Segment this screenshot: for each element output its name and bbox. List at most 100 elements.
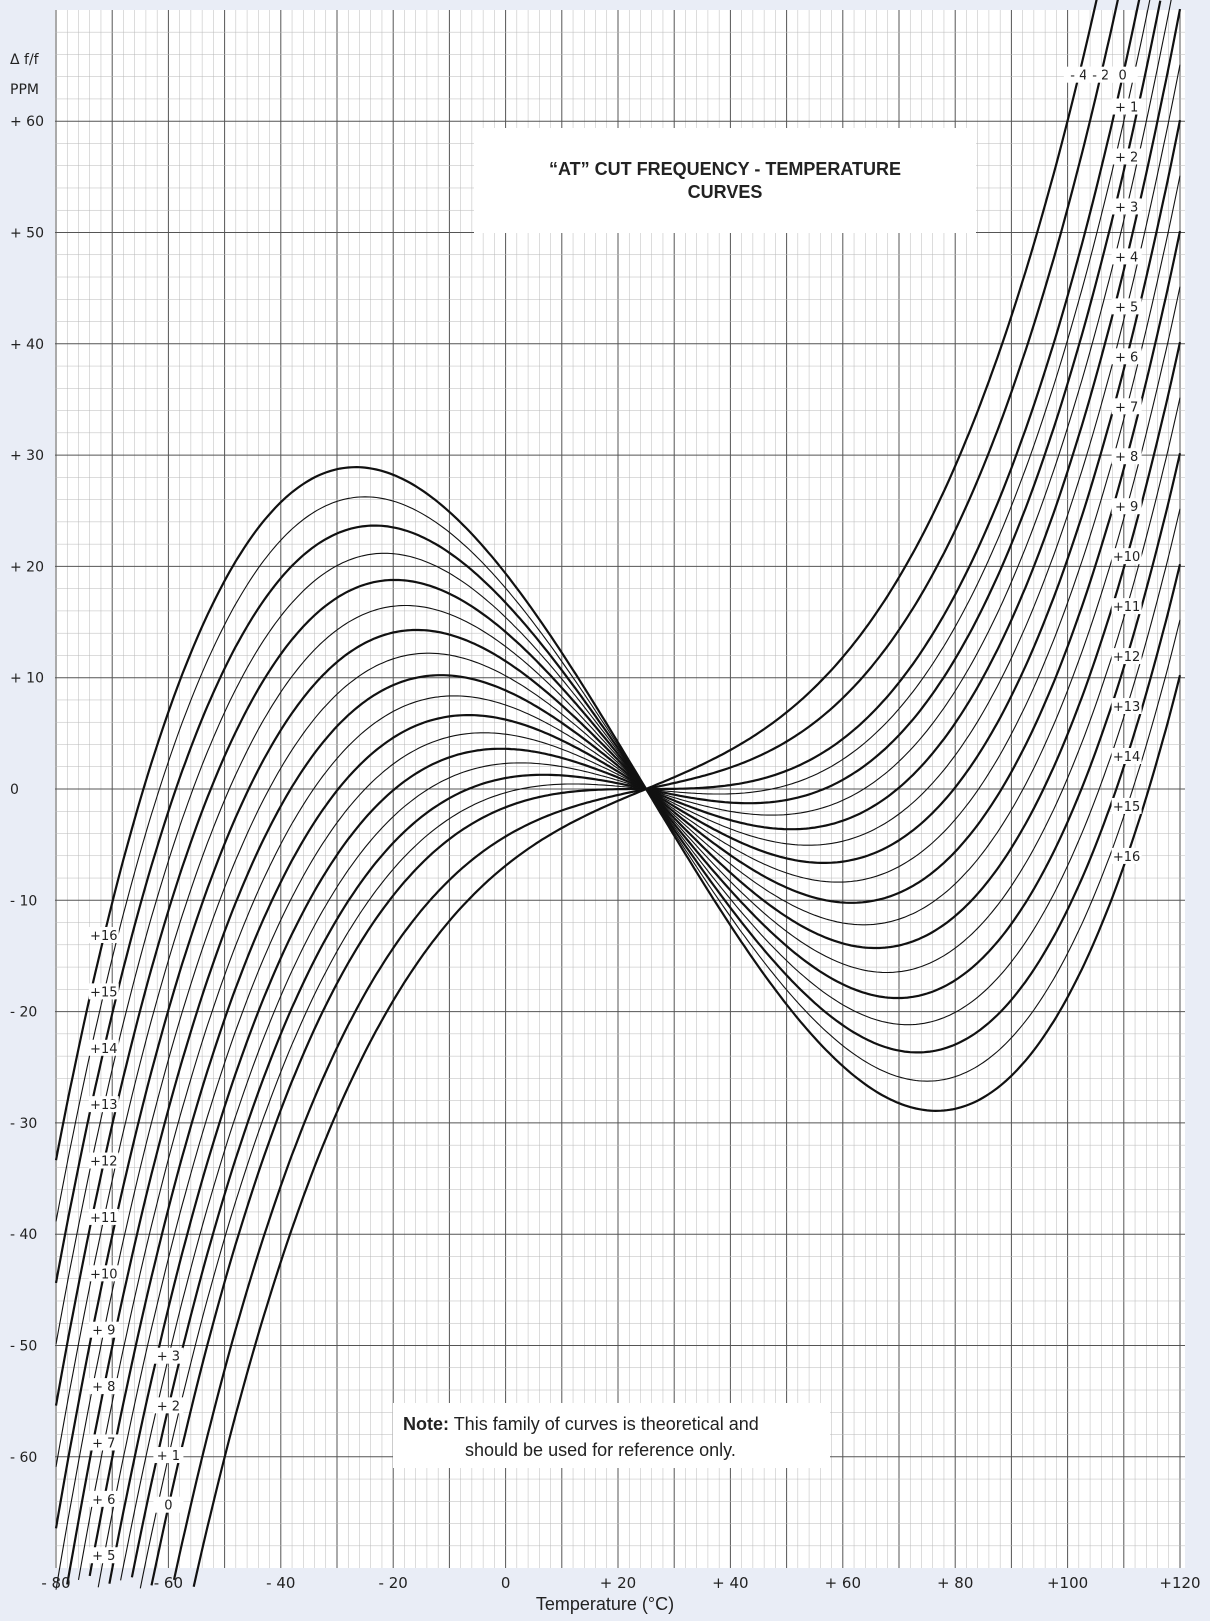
series-label-text: +16 xyxy=(90,929,117,944)
y-tick-label: - 30 xyxy=(10,1116,37,1132)
x-tick-label: - 40 xyxy=(266,1574,295,1592)
series-label-text: +12 xyxy=(90,1155,117,1170)
x-tick-label: - 80 xyxy=(41,1574,70,1592)
series-label-text: +13 xyxy=(1113,700,1140,715)
series-label-text: +14 xyxy=(90,1042,117,1057)
y-axis-label: Δ f/f xyxy=(10,52,40,68)
series-label-bg xyxy=(1111,747,1142,764)
series-label: +12 xyxy=(88,1152,119,1170)
series-label-text: + 7 xyxy=(92,1436,115,1451)
series-label-bg xyxy=(88,1152,119,1169)
series-line-12 xyxy=(54,341,1182,1529)
series-label-text: +15 xyxy=(1113,800,1140,815)
series-label-bg xyxy=(1111,498,1142,515)
series-label-text: +12 xyxy=(1113,650,1140,665)
y-axis-ticks: + 60 + 50 + 40 + 30 + 20 + 10 0 - 10 - 20 - 30 - 4… xyxy=(10,114,44,1466)
series-label: +12 xyxy=(1111,648,1142,665)
series-label: + 8 xyxy=(1111,448,1142,465)
series-label-bg xyxy=(1107,66,1138,83)
series-line-16 xyxy=(54,524,1182,1284)
series-label-bg xyxy=(88,1378,119,1395)
series-label-bg xyxy=(1111,398,1142,415)
curve-labels: - 4 - 2 0 0 + 1 + 1 + 2 + 2 + 3 + 3 + 4 + 5 + 5 + 6 + … xyxy=(88,66,1142,1564)
series-label-bg xyxy=(1111,298,1142,315)
series-label: + 8 xyxy=(88,1378,119,1395)
series-label-text: 0 xyxy=(164,1499,172,1514)
series-label-bg xyxy=(1111,198,1142,215)
y-axis-unit: PPM xyxy=(10,82,39,98)
series-label-bg xyxy=(88,1490,119,1507)
y-tick-label: - 20 xyxy=(10,1005,37,1021)
series-label-bg xyxy=(88,1434,119,1451)
series-label-bg xyxy=(88,1096,119,1113)
grid xyxy=(55,10,1185,1568)
series-line-14 xyxy=(54,452,1182,1406)
series-line-10 xyxy=(66,230,1182,1585)
series-label-bg xyxy=(88,1039,119,1056)
series-label: + 5 xyxy=(88,1547,119,1564)
y-tick-label: 0 xyxy=(10,782,19,798)
series-label-text: + 9 xyxy=(92,1324,115,1339)
series-label-bg xyxy=(88,1208,119,1225)
series-label: +15 xyxy=(1111,797,1142,815)
series-label-text: + 2 xyxy=(157,1399,180,1414)
series-line-17 xyxy=(55,496,1181,1222)
note-label: Note: xyxy=(403,1414,449,1434)
x-tick-label: + 80 xyxy=(937,1574,973,1592)
series-label: + 6 xyxy=(88,1490,119,1508)
series-label: + 1 xyxy=(1111,98,1142,116)
series-label: + 6 xyxy=(1111,348,1142,365)
series-label: +16 xyxy=(1111,847,1142,865)
series-label-text: +16 xyxy=(1113,850,1140,865)
y-tick-label: - 50 xyxy=(10,1339,37,1355)
series-label-bg xyxy=(153,1496,184,1513)
series-label-text: +11 xyxy=(90,1211,117,1226)
series-label-text: +10 xyxy=(90,1267,117,1282)
series-line-18 xyxy=(54,465,1182,1161)
x-tick-label: 0 xyxy=(501,1574,511,1592)
series-line-15 xyxy=(55,508,1181,1345)
chart-title-box: “AT” CUT FREQUENCY - TEMPERATURE CURVES xyxy=(474,128,976,233)
series-label-text: + 2 xyxy=(1115,150,1138,165)
series-label-text: + 9 xyxy=(1115,500,1138,515)
series-label-bg xyxy=(1111,148,1142,165)
x-axis-label: Temperature (°C) xyxy=(535,1594,675,1614)
series-label-bg xyxy=(1111,797,1142,814)
series-label-bg xyxy=(88,983,119,1000)
x-tick-label: +120 xyxy=(1159,1574,1200,1592)
note-text-1: This family of curves is theoretical and xyxy=(453,1414,759,1434)
series-label-bg xyxy=(1111,648,1142,665)
y-tick-label: + 30 xyxy=(10,448,44,464)
series-label-text: + 8 xyxy=(1115,450,1138,465)
series-label: + 1 xyxy=(153,1447,184,1464)
series-label: +10 xyxy=(88,1265,119,1282)
series-label-text: + 4 xyxy=(1115,250,1138,265)
series-label-bg xyxy=(1111,448,1142,465)
series-line-13 xyxy=(55,397,1181,1468)
x-tick-label: +100 xyxy=(1047,1574,1088,1592)
y-tick-label: - 60 xyxy=(10,1450,37,1466)
y-tick-label: - 10 xyxy=(10,893,37,909)
note-text-2: should be used for reference only. xyxy=(465,1440,736,1460)
series-label: +10 xyxy=(1111,548,1142,565)
series-label: + 4 xyxy=(1111,248,1142,265)
y-tick-label: + 40 xyxy=(10,337,44,353)
series-label-bg xyxy=(153,1347,184,1364)
series-label-text: + 6 xyxy=(92,1493,115,1508)
series-label: + 9 xyxy=(88,1321,119,1339)
curve-group xyxy=(54,0,1182,1590)
series-label-bg xyxy=(88,1547,119,1564)
y-tick-label: - 40 xyxy=(10,1227,37,1243)
series-label-text: - 4 xyxy=(1070,69,1087,84)
series-label: +14 xyxy=(1111,747,1142,765)
note-box: Note: This family of curves is theoretic… xyxy=(393,1403,830,1468)
series-label-text: + 3 xyxy=(157,1350,180,1365)
series-label: +14 xyxy=(88,1039,119,1057)
chart-title-line2: CURVES xyxy=(687,181,763,202)
series-label: + 7 xyxy=(1111,398,1142,415)
series-label-bg xyxy=(1111,548,1142,565)
series-label-text: + 5 xyxy=(92,1549,115,1564)
series-label-text: + 8 xyxy=(92,1380,115,1395)
series-label-text: +15 xyxy=(90,985,117,1000)
